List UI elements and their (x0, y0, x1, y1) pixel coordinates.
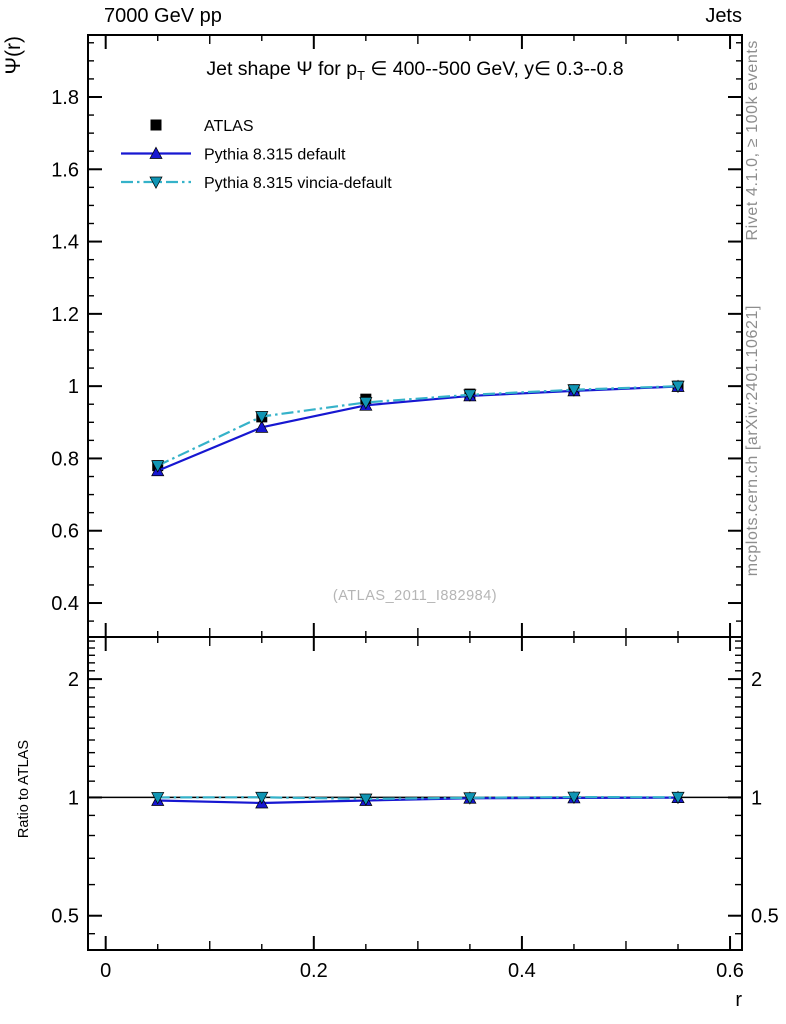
series-pythia-8-315-default (151, 379, 685, 477)
rivet-version-note: Rivet 4.1.0, ≥ 100k events (744, 40, 761, 241)
marker-triangle-down-icon (151, 792, 165, 805)
main-y-axis-title: Ψ(r) (2, 36, 25, 75)
beam-info: 7000 GeV pp (104, 5, 222, 27)
plot-title-text-tail: ∈ 400--500 GeV, y∈ 0.3--0.8 (364, 58, 624, 80)
main-y-axis-ticks: 0.4 0.6 0.8 1 1.2 1.4 1.6 1.8 (51, 42, 742, 622)
main-panel-frame (87, 34, 743, 638)
ratio-y-tick-label: 2 (68, 669, 79, 691)
plot-title-subscript: T (357, 67, 365, 83)
main-y-tick-label: 1 (68, 376, 79, 398)
ratio-y-tick-label: 0.5 (51, 906, 79, 928)
series-atlas (152, 380, 684, 472)
ratio-y-axis-ticks: 0.5 0.5 1 1 2 2 (51, 640, 779, 935)
marker-triangle-down-icon (359, 793, 373, 806)
analysis-id-watermark: (ATLAS_2011_I882984) (332, 588, 498, 604)
marker-triangle-down-icon (567, 384, 581, 397)
analysis-category: Jets (705, 5, 742, 27)
legend-item-atlas: ATLAS (150, 118, 254, 135)
marker-triangle-down-icon (359, 397, 373, 410)
main-y-tick-label: 0.4 (51, 593, 79, 615)
ratio-y-tick-label-right: 2 (751, 669, 762, 691)
marker-square-icon (150, 119, 162, 131)
x-tick-label: 0.4 (508, 960, 536, 982)
ratio-series-pythia-8-315-vincia-default (151, 791, 685, 806)
marker-triangle-up-icon (255, 420, 269, 433)
marker-triangle-down-icon (255, 411, 269, 424)
ratio-y-tick-label-right: 0.5 (751, 906, 779, 928)
plot-title: Jet shape Ψ for pT ∈ 400--500 GeV, y∈ 0.… (88, 57, 742, 83)
x-tick-label: 0 (100, 960, 111, 982)
ratio-y-tick-label: 1 (68, 787, 79, 809)
mcplots-arxiv-note: mcplots.cern.ch [arXiv:2401.10621] (744, 305, 761, 577)
main-y-tick-label: 0.8 (51, 448, 79, 470)
ratio-y-axis-title: Ratio to ATLAS (16, 740, 32, 839)
main-y-tick-label: 1.4 (51, 232, 79, 254)
legend-item-pythia-8-315-vincia-default: Pythia 8.315 vincia-default (121, 175, 392, 192)
main-y-tick-label: 1.8 (51, 87, 79, 109)
legend-label: Pythia 8.315 vincia-default (204, 175, 392, 192)
marker-triangle-down-icon (671, 791, 685, 805)
marker-triangle-down-icon (671, 380, 685, 394)
marker-triangle-down-icon (149, 176, 163, 189)
main-y-tick-label: 1.6 (51, 159, 79, 181)
marker-triangle-down-icon (255, 791, 269, 805)
series-line (157, 796, 679, 805)
marker-triangle-down-icon (567, 791, 581, 805)
ratio-y-tick-label-right: 1 (751, 787, 762, 809)
legend-label: Pythia 8.315 default (204, 147, 346, 164)
marker-triangle-down-icon (463, 792, 477, 805)
marker-triangle-down-icon (151, 460, 165, 473)
main-y-tick-label: 0.6 (51, 521, 79, 543)
ratio-series-pythia-8-315-default (151, 790, 685, 809)
main-y-tick-label: 1.2 (51, 304, 79, 326)
x-tick-label: 0.6 (716, 960, 744, 982)
series-line (157, 795, 679, 801)
x-axis-ticks (104, 35, 732, 950)
legend-label: ATLAS (204, 118, 254, 135)
legend: ATLAS Pythia 8.315 default Pythia 8.315 vi… (121, 118, 392, 192)
series-line (157, 385, 679, 467)
legend-item-pythia-8-315-default: Pythia 8.315 default (121, 147, 346, 164)
series-pythia-8-315-vincia-default (151, 380, 685, 473)
plot-title-text: Jet shape Ψ for p (206, 58, 358, 80)
x-tick-label: 0.2 (300, 960, 328, 982)
marker-triangle-down-icon (463, 389, 477, 402)
ratio-panel-frame (87, 636, 743, 951)
marker-triangle-up-icon (149, 146, 163, 159)
x-axis-title: r (735, 989, 742, 1011)
